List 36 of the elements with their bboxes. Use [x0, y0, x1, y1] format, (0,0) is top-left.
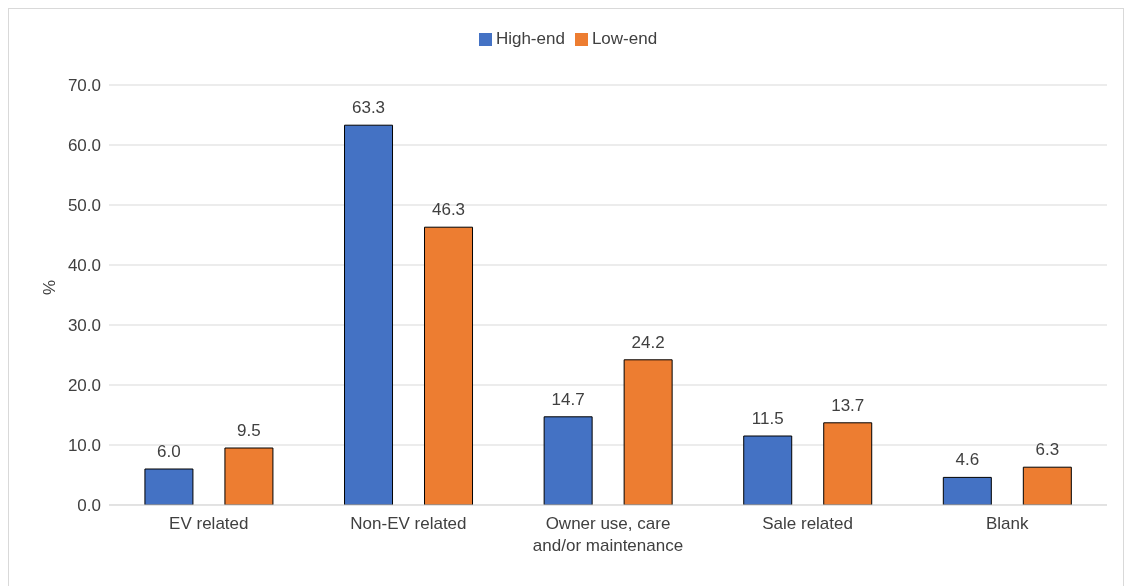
data-label: 46.3 — [431, 200, 466, 220]
y-tick-label: 70.0 — [67, 76, 101, 96]
data-label: 63.3 — [351, 98, 386, 118]
bar — [543, 416, 593, 505]
y-tick-label: 20.0 — [67, 376, 101, 396]
legend-label: High-end — [495, 29, 565, 48]
bar — [224, 447, 274, 505]
y-tick-label: 60.0 — [67, 136, 101, 156]
data-label: 14.7 — [551, 389, 585, 409]
data-label: 24.2 — [631, 332, 665, 352]
legend-label: Low-end — [591, 29, 658, 48]
bar — [623, 359, 673, 505]
y-tick-label: 40.0 — [67, 256, 101, 276]
x-tick-label: Sale related — [762, 514, 853, 533]
y-tick-label: 0.0 — [77, 496, 101, 516]
bar — [823, 422, 873, 505]
x-tick-label: Blank — [985, 514, 1029, 533]
data-label: 6.0 — [157, 442, 181, 461]
x-tick-label: EV related — [169, 514, 249, 533]
bar — [743, 435, 793, 505]
data-label: 4.6 — [955, 450, 980, 470]
x-tick-label: Non-EV related — [350, 514, 467, 533]
y-tick-label: 50.0 — [67, 196, 101, 216]
y-tick-label: 30.0 — [67, 316, 101, 336]
y-tick-label: 10.0 — [67, 436, 101, 456]
x-tick-label: Owner use, care and/or maintenance — [532, 514, 684, 555]
data-label: 9.5 — [237, 421, 261, 440]
bar — [1022, 466, 1072, 505]
bar — [424, 226, 474, 505]
y-axis-title: % — [40, 279, 60, 295]
bar — [942, 476, 992, 505]
data-label: 11.5 — [751, 409, 784, 428]
data-label: 13.7 — [831, 395, 865, 415]
data-label: 6.3 — [1035, 440, 1060, 460]
bar — [344, 124, 394, 505]
bar — [144, 468, 194, 505]
